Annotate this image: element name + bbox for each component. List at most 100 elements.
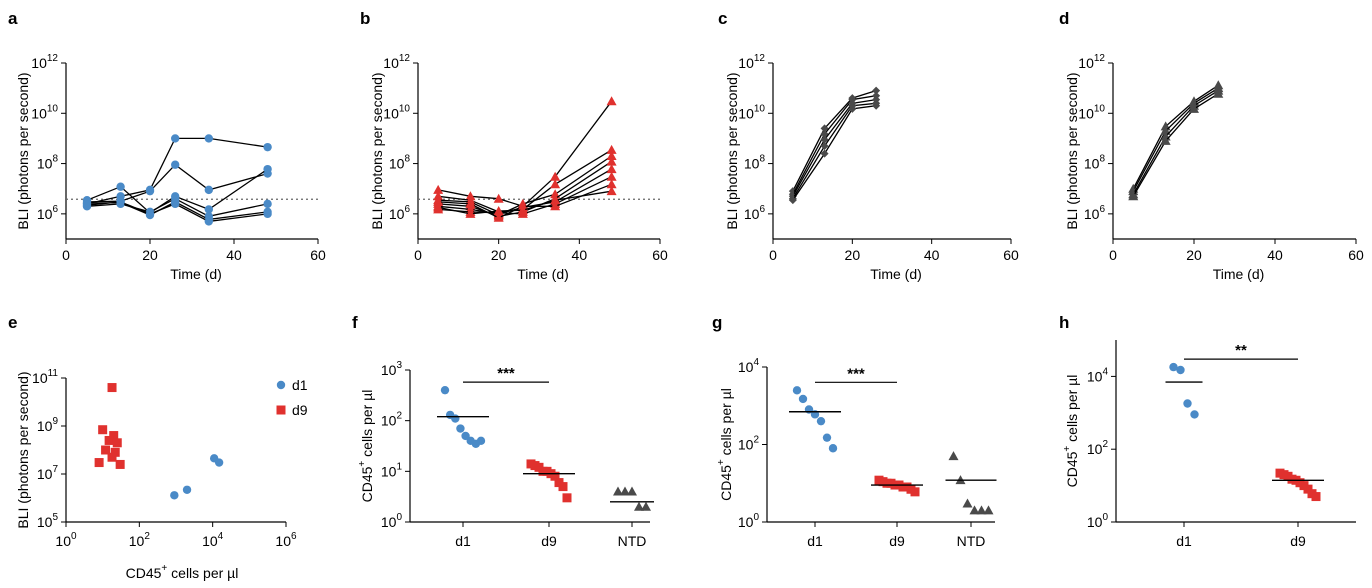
data-point: [962, 498, 973, 508]
data-point: [116, 197, 125, 207]
x-tick-label: d9: [889, 533, 905, 549]
tick-base: 10: [1087, 368, 1103, 384]
tick-label: 108: [37, 154, 59, 172]
tick-exponent: 6: [404, 204, 410, 215]
series-line: [1132, 87, 1219, 192]
series-line: [1132, 90, 1219, 195]
data-point: [606, 179, 617, 189]
tick-exponent: 4: [1102, 366, 1108, 377]
tick-base: 10: [1078, 105, 1094, 121]
tick-label: 100: [738, 512, 760, 530]
tick-label: 1010: [738, 103, 765, 121]
x-tick-label: 40: [572, 247, 588, 263]
data-point: [204, 134, 213, 143]
x-axis-label: Time (d): [170, 266, 222, 282]
data-point: [263, 199, 272, 209]
data-point: [1311, 492, 1321, 502]
data-point: [433, 184, 444, 194]
tick-base: 10: [738, 359, 754, 375]
panel-label: b: [360, 9, 370, 28]
tick-label: 1012: [383, 53, 410, 71]
data-point: [214, 458, 224, 467]
tick-label: 107: [37, 464, 59, 482]
x-tick-label: 0: [414, 247, 422, 263]
significance-label: ***: [847, 365, 865, 382]
data-point: [493, 193, 504, 203]
x-tick-label: NTD: [618, 533, 647, 549]
legend: d1 d9: [276, 377, 308, 418]
tick-base: 10: [31, 55, 47, 71]
data-point: [822, 433, 832, 442]
data-point: [606, 164, 617, 174]
tick-exponent: 1: [396, 461, 402, 472]
tick-base: 10: [1087, 441, 1103, 457]
y-axis-label: BLI (photons per second): [1064, 72, 1080, 229]
x-tick-label: NTD: [957, 533, 986, 549]
tick-base: 10: [129, 533, 145, 549]
data-point: [550, 201, 561, 211]
data-point: [493, 205, 504, 215]
data-point: [476, 436, 486, 446]
data-point: [606, 186, 617, 196]
axis-label-part: +: [357, 461, 368, 467]
significance-label: ***: [497, 365, 515, 382]
tick-base: 10: [37, 514, 53, 530]
tick-exponent: 3: [396, 360, 402, 371]
tick-label: 106: [1084, 204, 1106, 222]
series-line: [438, 183, 612, 219]
tick-label: 108: [1084, 154, 1106, 172]
axis-label-part: cells per µl: [1064, 375, 1080, 446]
y-axis-label: BLI (photons per second): [369, 72, 385, 229]
y-axis-label: BLI (photons per second): [15, 72, 31, 229]
data-point: [788, 196, 797, 205]
data-point: [145, 185, 155, 195]
tick-base: 10: [37, 418, 53, 434]
data-point: [204, 205, 213, 214]
series-line: [792, 95, 877, 195]
panel-label: c: [718, 9, 727, 28]
data-point: [562, 493, 572, 503]
series-4: [1128, 88, 1224, 201]
data-point: [606, 156, 617, 166]
panel-label: h: [1059, 313, 1069, 332]
tick-exponent: 4: [753, 357, 759, 368]
data-point: [112, 438, 122, 448]
data-point: [1169, 362, 1178, 372]
data-point: [848, 104, 857, 113]
tick-exponent: 8: [759, 154, 765, 165]
series-line: [1132, 93, 1219, 197]
tick-label: 102: [738, 435, 760, 453]
axis-label-part: +: [1062, 446, 1073, 452]
series-7: [433, 179, 617, 222]
y-axis-label: CD45+ cells per µl: [357, 390, 375, 503]
tick-base: 10: [37, 206, 53, 222]
data-point: [606, 151, 617, 161]
x-axis-label: Time (d): [1213, 266, 1265, 282]
tick-label: 106: [744, 204, 766, 222]
data-point: [170, 491, 179, 500]
tick-base: 10: [37, 466, 53, 482]
tick-base: 10: [389, 206, 405, 222]
y-axis-label: BLI (photons per second): [15, 371, 31, 528]
data-point: [820, 141, 829, 150]
group-d9: [871, 475, 923, 497]
x-tick-label: 60: [652, 247, 668, 263]
group-NTD: [945, 451, 997, 515]
tick-exponent: 0: [71, 531, 77, 542]
group-NTD: [610, 486, 654, 511]
series-5: [788, 101, 881, 205]
data-point: [465, 198, 476, 208]
axis-label-part: cells per µl: [718, 388, 734, 459]
panel-label: g: [712, 313, 722, 332]
tick-exponent: 9: [52, 416, 58, 427]
tick-label: 1010: [31, 103, 58, 121]
tick-exponent: 10: [754, 103, 766, 114]
tick-exponent: 6: [291, 531, 297, 542]
data-point: [910, 487, 920, 497]
data-point: [620, 486, 630, 496]
tick-label: 100: [381, 512, 403, 530]
